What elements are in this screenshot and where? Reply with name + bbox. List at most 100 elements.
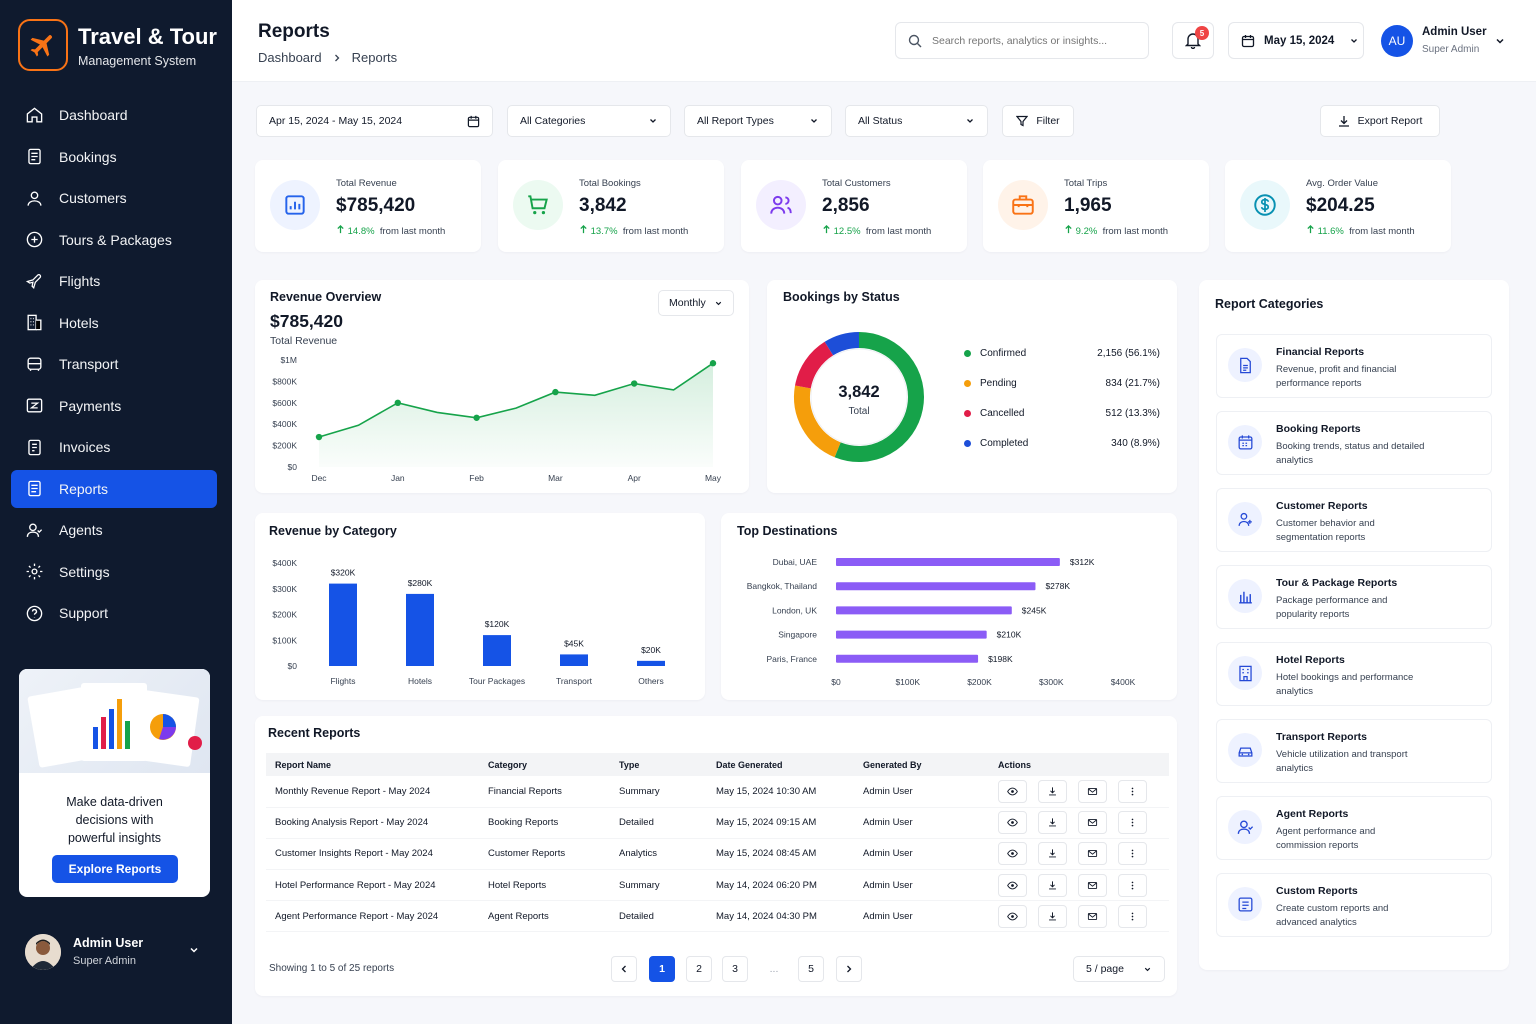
period-select[interactable]: Monthly: [658, 290, 734, 316]
sidebar-item-support[interactable]: Support: [11, 594, 217, 632]
data-point[interactable]: [394, 399, 401, 406]
sidebar-item-reports[interactable]: Reports: [11, 469, 217, 508]
sidebar-item-flights[interactable]: Flights: [11, 262, 217, 300]
header-user-menu[interactable]: AU Admin User Super Admin: [1381, 22, 1521, 62]
report-category-agent-reports[interactable]: Agent Reports Agent performance and comm…: [1216, 796, 1492, 860]
bar-tour-packages[interactable]: [483, 635, 511, 666]
download-button[interactable]: [1038, 904, 1067, 928]
table-row[interactable]: Agent Performance Report - May 2024 Agent…: [266, 900, 1169, 933]
category-select[interactable]: All Categories: [507, 105, 671, 137]
y-tick-label: Dubai, UAE: [773, 557, 818, 567]
sidebar-item-bookings[interactable]: Bookings: [11, 138, 217, 176]
slice-pending[interactable]: [794, 385, 841, 458]
bar-transport[interactable]: [560, 654, 588, 666]
data-point[interactable]: [552, 388, 559, 396]
report-category-customer-reports[interactable]: Customer Reports Customer behavior and s…: [1216, 488, 1492, 552]
download-icon: [1049, 787, 1056, 796]
search-box[interactable]: [895, 22, 1149, 59]
slice-cancelled[interactable]: [795, 341, 834, 389]
report-category-custom-reports[interactable]: Custom Reports Create custom reports and…: [1216, 873, 1492, 937]
bar-others[interactable]: [637, 660, 665, 666]
y-tick-label: $800K: [272, 376, 297, 386]
view-button[interactable]: [998, 811, 1027, 835]
more-button[interactable]: [1118, 873, 1147, 897]
explore-reports-button[interactable]: Explore Reports: [52, 855, 178, 883]
slice-confirmed[interactable]: [834, 332, 924, 462]
bar-dubai-uae[interactable]: [836, 558, 1060, 566]
sidebar-item-transport[interactable]: Transport: [11, 345, 217, 383]
table-row[interactable]: Hotel Performance Report - May 2024 Hotel…: [266, 869, 1169, 902]
more-button[interactable]: [1118, 904, 1147, 928]
sidebar-user[interactable]: Admin User Super Admin: [25, 934, 215, 970]
next-page-button[interactable]: [836, 956, 862, 982]
table-row[interactable]: Booking Analysis Report - May 2024 Bookin…: [266, 807, 1169, 839]
data-point[interactable]: [631, 380, 638, 387]
bar-singapore[interactable]: [836, 630, 987, 639]
x-tick-label: Apr: [628, 473, 641, 483]
report-category-tour-package-reports[interactable]: Tour & Package Reports Package performan…: [1216, 565, 1492, 629]
y-tick-label: $300K: [272, 584, 297, 594]
view-button[interactable]: [998, 779, 1027, 803]
sidebar-item-customers[interactable]: Customers: [11, 179, 217, 217]
sidebar-item-settings[interactable]: Settings: [11, 553, 217, 591]
bar-paris-france[interactable]: [836, 654, 979, 663]
report-category-hotel-reports[interactable]: Hotel Reports Hotel bookings and perform…: [1216, 642, 1492, 706]
data-point[interactable]: [315, 433, 323, 441]
download-button[interactable]: [1038, 873, 1067, 897]
page-button-3[interactable]: 3: [722, 956, 748, 982]
download-button[interactable]: [1038, 811, 1067, 835]
bar-london-uk[interactable]: [836, 606, 1012, 615]
bar-hotels[interactable]: [406, 593, 434, 666]
sidebar-item-invoices[interactable]: Invoices: [11, 428, 217, 466]
breadcrumb-dashboard[interactable]: Dashboard: [258, 50, 322, 65]
download-button[interactable]: [1038, 842, 1067, 866]
breadcrumb: Dashboard Reports: [258, 50, 397, 65]
download-icon: [1049, 849, 1056, 858]
search-input[interactable]: [932, 34, 1132, 47]
filter-button[interactable]: Filter: [1002, 105, 1074, 137]
sidebar-item-label: Customers: [59, 190, 127, 206]
more-button[interactable]: [1118, 842, 1147, 866]
email-button[interactable]: [1078, 779, 1107, 803]
view-button[interactable]: [998, 873, 1027, 897]
sidebar-item-agents[interactable]: Agents: [11, 511, 217, 549]
page-button-5[interactable]: 5: [798, 956, 824, 982]
download-button[interactable]: [1038, 779, 1067, 803]
report-type-select[interactable]: All Report Types: [684, 105, 832, 137]
sidebar-item-hotels[interactable]: Hotels: [11, 304, 217, 342]
export-report-button[interactable]: Export Report: [1320, 105, 1440, 137]
data-point[interactable]: [473, 414, 480, 421]
page-button-2[interactable]: 2: [686, 956, 712, 982]
view-button[interactable]: [998, 842, 1027, 866]
sidebar-item-tours-packages[interactable]: Tours & Packages: [11, 221, 217, 259]
email-button[interactable]: [1078, 842, 1107, 866]
date-picker-button[interactable]: May 15, 2024: [1228, 22, 1364, 59]
report-category-booking-reports[interactable]: Booking Reports Booking trends, status a…: [1216, 411, 1492, 475]
report-category-transport-reports[interactable]: Transport Reports Vehicle utilization an…: [1216, 719, 1492, 783]
notifications-button[interactable]: 5: [1172, 22, 1214, 59]
view-button[interactable]: [998, 904, 1027, 928]
report-category-financial-reports[interactable]: Financial Reports Revenue, profit and fi…: [1216, 334, 1492, 398]
table-row[interactable]: Customer Insights Report - May 2024 Custo…: [266, 838, 1169, 871]
status-select[interactable]: All Status: [845, 105, 988, 137]
legend-dot: [964, 350, 971, 357]
chevron-down-icon[interactable]: [188, 944, 200, 956]
table-row[interactable]: Monthly Revenue Report - May 2024 Financi…: [266, 776, 1169, 808]
data-point[interactable]: [709, 360, 717, 367]
prev-page-button[interactable]: [611, 956, 637, 982]
bar-flights[interactable]: [329, 583, 357, 666]
slice-completed[interactable]: [824, 332, 860, 356]
sidebar-item-payments[interactable]: Payments: [11, 387, 217, 425]
promo-illustration: [19, 669, 210, 773]
bus-icon: [27, 356, 42, 371]
sidebar-item-dashboard[interactable]: Dashboard: [11, 96, 217, 134]
more-button[interactable]: [1118, 811, 1147, 835]
bar-bangkok-thailand[interactable]: [836, 582, 1036, 591]
per-page-select[interactable]: 5 / page: [1073, 956, 1165, 982]
more-button[interactable]: [1118, 779, 1147, 803]
email-button[interactable]: [1078, 811, 1107, 835]
date-range-filter[interactable]: Apr 15, 2024 - May 15, 2024: [256, 105, 493, 137]
email-button[interactable]: [1078, 873, 1107, 897]
page-button-1[interactable]: 1: [649, 956, 675, 982]
email-button[interactable]: [1078, 904, 1107, 928]
